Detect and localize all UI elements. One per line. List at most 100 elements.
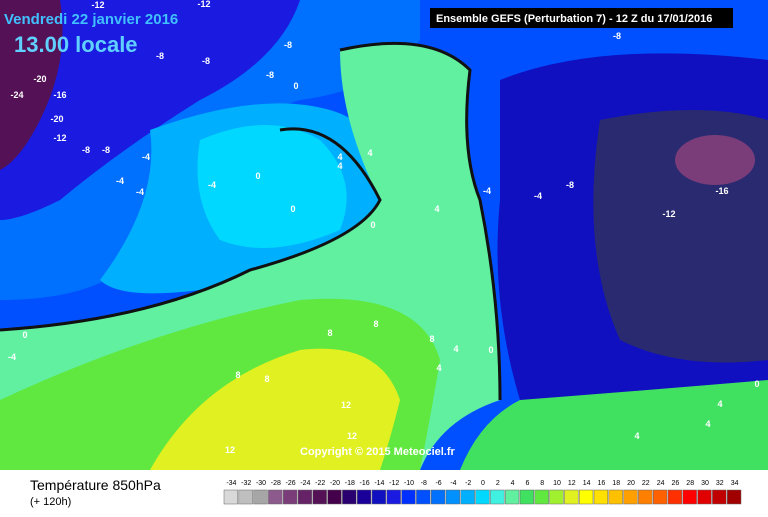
legend-label: 16 [598, 480, 606, 487]
legend-swatch [460, 489, 475, 505]
map-label: 12 [347, 431, 357, 441]
map-label: -12 [53, 133, 66, 143]
legend-label: -22 [315, 480, 325, 487]
legend-label: -34 [226, 480, 236, 487]
map-label: 0 [370, 220, 375, 230]
legend-label: -10 [404, 480, 414, 487]
legend-label: -6 [435, 480, 441, 487]
legend-label: 0 [481, 480, 485, 487]
legend-swatch [342, 489, 357, 505]
run-info: Ensemble GEFS (Perturbation 7) - 12 Z du… [436, 13, 712, 25]
copyright: Copyright © 2015 Meteociel.fr [300, 446, 456, 458]
legend-label: 34 [731, 480, 739, 487]
legend-label: -12 [389, 480, 399, 487]
legend-label: 22 [642, 480, 650, 487]
legend-label: -2 [465, 480, 471, 487]
run-box [430, 8, 733, 28]
footer-lead: (+ 120h) [30, 496, 71, 508]
legend-swatch [549, 489, 564, 505]
map-label: -8 [266, 70, 274, 80]
map-label: -8 [566, 180, 574, 190]
map-label: 8 [235, 370, 240, 380]
time: 13.00 locale [14, 32, 138, 57]
legend-swatch [430, 489, 446, 505]
legend-swatch [667, 489, 683, 505]
legend-label: 28 [686, 480, 694, 487]
legend-swatch [504, 489, 520, 505]
legend-label: -4 [450, 480, 456, 487]
map-label: 4 [705, 419, 710, 429]
map-label: 0 [488, 345, 493, 355]
legend: -34 -32 -30 -28 -26 -24 -22 -20 -18 -16 -14 -12 -10-… [223, 480, 742, 505]
legend-label: -26 [286, 480, 296, 487]
map-label: 0 [22, 330, 27, 340]
legend-swatch [652, 489, 668, 505]
legend-label: -8 [421, 480, 427, 487]
map-label: -16 [715, 186, 728, 196]
map-label: 4 [717, 399, 722, 409]
map-label: 8 [264, 374, 269, 384]
legend-label: 8 [540, 480, 544, 487]
legend-label: 4 [511, 480, 515, 487]
legend-label: 12 [568, 480, 576, 487]
map-label: 4 [436, 363, 441, 373]
legend-label: 14 [583, 480, 591, 487]
legend-label: 32 [716, 480, 724, 487]
legend-swatch [593, 489, 609, 505]
legend-label: -14 [374, 480, 384, 487]
legend-label: -30 [256, 480, 266, 487]
legend-swatch [726, 489, 742, 505]
map-label: 4 [434, 204, 439, 214]
legend-swatch [312, 489, 327, 505]
legend-swatch [268, 489, 283, 505]
legend-label: 2 [496, 480, 500, 487]
map-label: -12 [662, 209, 675, 219]
legend-swatch [638, 489, 653, 505]
legend-swatch [712, 489, 727, 505]
legend-swatch [223, 489, 239, 505]
legend-label: 18 [612, 480, 620, 487]
footer-title: Température 850hPa [30, 477, 161, 493]
map-label: -12 [91, 0, 104, 10]
legend-swatch [564, 489, 579, 505]
map-label: -8 [284, 40, 292, 50]
map-label: -4 [8, 352, 16, 362]
legend-label: 6 [525, 480, 529, 487]
legend-label: 26 [672, 480, 680, 487]
map-label: 0 [290, 204, 295, 214]
legend-swatch [623, 489, 638, 505]
legend-swatch [445, 489, 461, 505]
legend-swatch [282, 489, 298, 505]
legend-swatch [238, 489, 253, 505]
legend-label: -28 [271, 480, 281, 487]
map-label: 4 [337, 161, 342, 171]
legend-label: 10 [553, 480, 561, 487]
legend-swatch [253, 489, 268, 505]
map-label: 0 [754, 379, 759, 389]
map-label: 8 [373, 319, 378, 329]
legend-swatch [386, 489, 401, 505]
map-labels: -12 -12 -8 -8 -8 -8 0 -8 -20 -24 -16 -20 -12 -8 -8 -4 -4… [8, 0, 760, 455]
map-label: -16 [53, 90, 66, 100]
map-label: -4 [136, 187, 144, 197]
map-label: 4 [453, 344, 458, 354]
legend-swatch [519, 489, 535, 505]
map-label: -8 [82, 145, 90, 155]
map-label: -8 [613, 31, 621, 41]
legend-swatch [371, 489, 387, 505]
legend-swatch [416, 489, 431, 505]
map-label: -8 [102, 145, 110, 155]
legend-swatch [682, 489, 697, 505]
map-label: 0 [255, 171, 260, 181]
legend-swatch [697, 489, 712, 505]
map-label: 4 [367, 148, 372, 158]
map-label: -20 [33, 74, 46, 84]
legend-label: 20 [627, 480, 635, 487]
legend-swatch [534, 489, 549, 505]
map-label: -4 [116, 176, 124, 186]
legend-swatch [578, 489, 594, 505]
legend-label: 30 [701, 480, 709, 487]
legend-swatch [297, 489, 313, 505]
legend-label: 24 [657, 480, 665, 487]
legend-label: -16 [360, 480, 370, 487]
